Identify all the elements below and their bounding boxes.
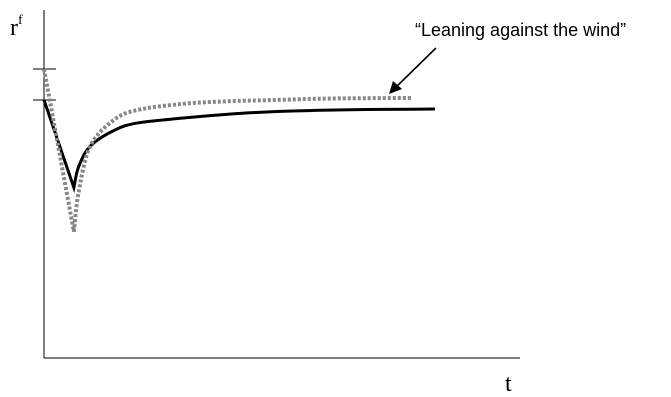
arrow-head-icon (389, 81, 402, 94)
series-line-solid (42, 99, 436, 194)
series-line-dotted (42, 68, 413, 232)
axes (43, 10, 520, 359)
series-layer (42, 68, 436, 232)
y-axis-label-main: r (10, 15, 18, 41)
y-axis-label: rf (10, 13, 23, 41)
x-axis-label: t (505, 371, 512, 397)
y-axis-label-superscript: f (18, 13, 23, 28)
annotation-arrow (389, 47, 437, 94)
annotation-label: “Leaning against the wind” (415, 20, 626, 40)
